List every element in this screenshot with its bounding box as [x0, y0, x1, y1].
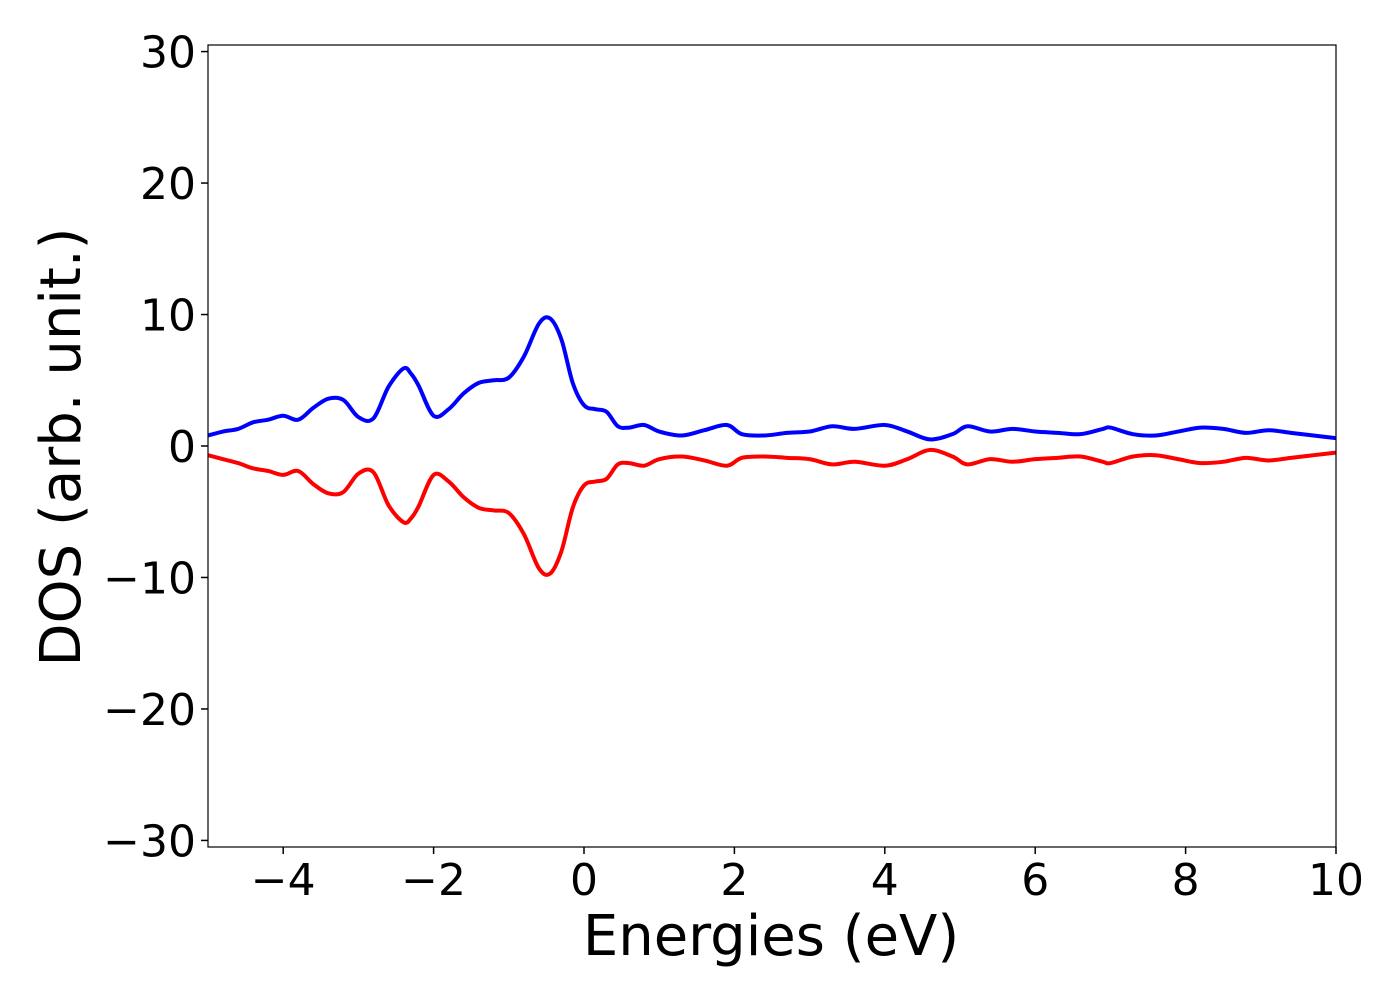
plot-frame: [207, 44, 1337, 848]
spin-up-dos-line: [208, 315, 1336, 442]
y-tick-label: 20: [140, 159, 196, 210]
x-tick-label: 8: [1172, 855, 1200, 906]
y-tick-label: 10: [140, 291, 196, 342]
spin-down-dos-line: [208, 447, 1336, 577]
y-tick-label: −10: [103, 553, 196, 604]
y-tick-label: 0: [168, 422, 196, 473]
x-tick-label: 2: [720, 855, 748, 906]
x-axis-label: Energies (eV): [583, 904, 959, 969]
y-tick-label: −30: [103, 816, 196, 867]
y-axis-ticks: 30 20 10 0 −10 −20 −30: [103, 28, 208, 867]
x-tick-label: −2: [401, 855, 466, 906]
series-layer: [208, 315, 1336, 577]
x-tick-label: 0: [570, 855, 598, 906]
x-tick-label: −4: [251, 855, 316, 906]
y-tick-label: −20: [103, 685, 196, 736]
y-tick-label: 30: [140, 28, 196, 79]
x-tick-label: 6: [1021, 855, 1049, 906]
x-tick-label: 4: [871, 855, 899, 906]
x-axis-ticks: −4 −2 0 2 4 6 8 10: [251, 847, 1364, 906]
x-tick-label: 10: [1308, 855, 1364, 906]
y-axis-label: DOS (arb. unit.): [29, 227, 94, 666]
